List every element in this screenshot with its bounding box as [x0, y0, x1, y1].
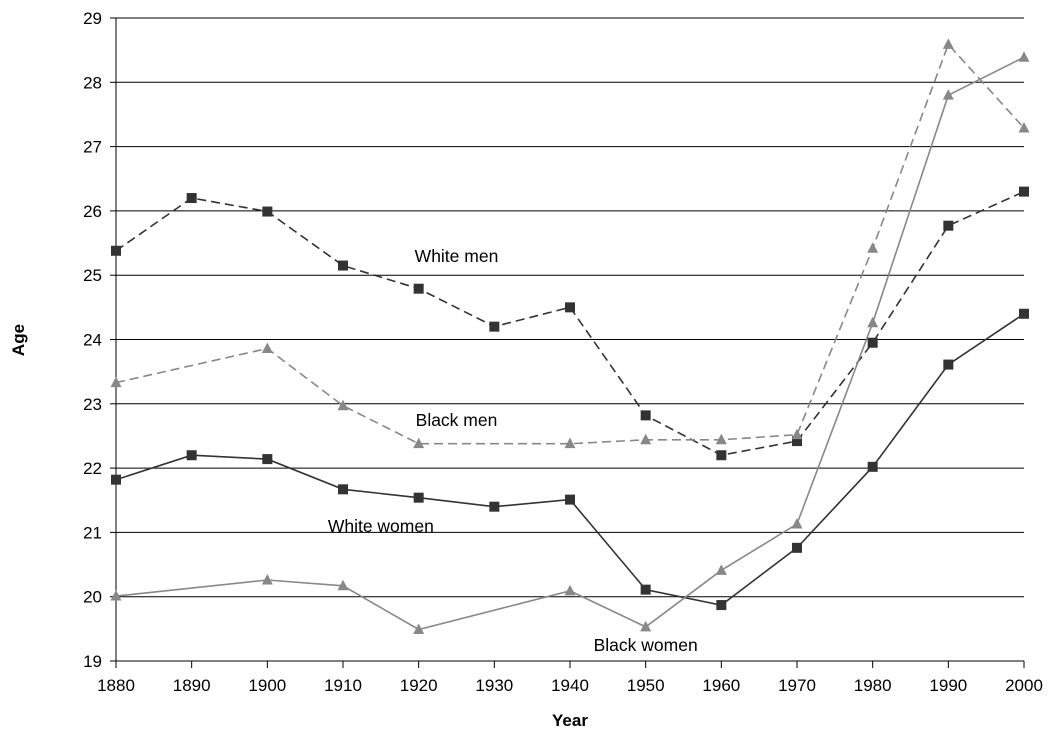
- point-white-women: [111, 474, 121, 485]
- point-white-women: [338, 484, 348, 495]
- point-black-women: [942, 89, 954, 100]
- point-black-women: [640, 620, 652, 632]
- y-tick-label: 28: [83, 73, 102, 92]
- point-white-men: [1019, 186, 1029, 197]
- y-tick-label: 19: [83, 652, 102, 671]
- x-tick-label: 1880: [97, 676, 135, 695]
- point-black-men: [337, 399, 349, 411]
- point-black-men: [564, 437, 576, 449]
- x-tick-label: 1960: [702, 676, 740, 695]
- labels: White men Black men White women Black women: [328, 246, 698, 655]
- point-white-men: [640, 410, 651, 421]
- point-white-men: [867, 337, 878, 348]
- point-black-women: [1018, 51, 1030, 62]
- point-white-women: [262, 454, 273, 465]
- y-axis-title: Age: [9, 324, 28, 356]
- point-black-women: [261, 573, 273, 585]
- point-white-men: [565, 302, 575, 313]
- series-line-white-women: [115, 313, 1025, 606]
- point-white-men: [792, 436, 802, 447]
- series-lines: [115, 42, 1025, 631]
- point-black-men: [640, 433, 652, 445]
- series-label-black-men: Black men: [416, 410, 498, 430]
- x-tick-label: 1930: [475, 676, 513, 695]
- point-white-women: [489, 501, 500, 512]
- y-tick-label: 24: [83, 331, 102, 350]
- point-white-men: [262, 206, 273, 217]
- y-tick-label: 29: [83, 9, 102, 28]
- point-white-men: [489, 321, 500, 332]
- x-tick-label: 1970: [778, 676, 816, 695]
- point-black-women: [110, 590, 122, 601]
- point-white-women: [186, 450, 197, 461]
- y-tick-label: 21: [83, 523, 102, 542]
- point-black-women: [867, 316, 879, 328]
- series-label-white-men: White men: [415, 246, 499, 266]
- x-tick-label: 2000: [1005, 676, 1043, 695]
- series-markers: [110, 38, 1030, 634]
- point-white-women: [1019, 308, 1029, 319]
- point-black-men: [1018, 121, 1030, 133]
- x-tick-label: 1980: [854, 676, 892, 695]
- y-tick-label: 22: [83, 459, 102, 478]
- y-tick-label: 23: [83, 395, 102, 414]
- point-black-women: [791, 518, 803, 529]
- y-tick-label: 20: [83, 588, 102, 607]
- point-white-women: [413, 492, 424, 503]
- point-black-women: [413, 623, 425, 634]
- x-tick-label: 1910: [324, 676, 362, 695]
- point-white-men: [186, 193, 197, 204]
- point-white-women: [565, 494, 575, 505]
- x-tick-label: 1990: [929, 676, 967, 695]
- series-line-white-men: [115, 190, 1025, 457]
- point-black-men: [413, 437, 425, 449]
- point-black-men: [110, 376, 122, 388]
- series-line-black-men: [115, 42, 1025, 445]
- point-white-women: [792, 542, 802, 553]
- point-black-women: [564, 584, 576, 596]
- point-white-men: [111, 245, 121, 256]
- point-white-men: [943, 220, 954, 231]
- x-axis-title: Year: [552, 711, 588, 730]
- point-white-men: [716, 450, 727, 461]
- point-white-women: [867, 461, 878, 472]
- x-tick-label: 1890: [173, 676, 211, 695]
- point-black-women: [337, 579, 349, 591]
- point-white-men: [338, 260, 348, 271]
- point-white-women: [716, 600, 727, 611]
- point-black-women: [715, 564, 727, 575]
- series-label-black-women: Black women: [594, 635, 698, 655]
- point-white-women: [640, 584, 651, 595]
- y-tick-label: 26: [83, 202, 102, 221]
- point-black-men: [867, 242, 879, 253]
- y-tick-label: 27: [83, 138, 102, 157]
- point-black-men: [715, 433, 727, 445]
- series-label-white-women: White women: [328, 516, 434, 536]
- point-white-women: [943, 359, 954, 370]
- point-white-men: [413, 283, 424, 294]
- x-tick-label: 1920: [400, 676, 438, 695]
- point-black-men: [261, 342, 273, 354]
- point-black-men: [791, 428, 803, 440]
- y-tick-label: 25: [83, 266, 102, 285]
- series-line-black-women: [115, 56, 1025, 631]
- x-tick-label: 1900: [248, 676, 286, 695]
- x-tick-label: 1950: [627, 676, 665, 695]
- x-tick-label: 1940: [551, 676, 589, 695]
- point-black-men: [942, 38, 954, 49]
